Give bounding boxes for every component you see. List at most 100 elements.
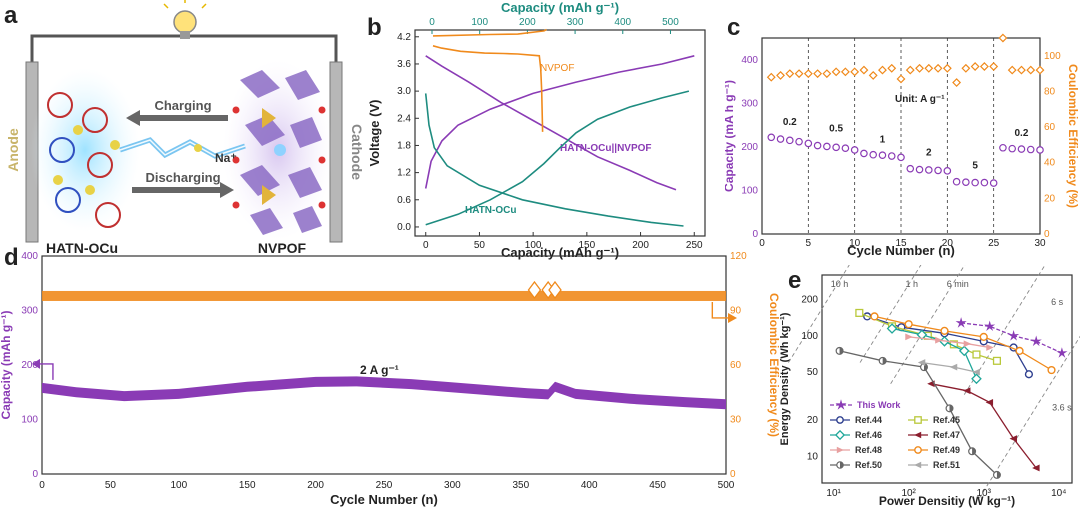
y-tick-label: 1.2 — [397, 168, 411, 179]
series-point-0 — [1056, 347, 1068, 358]
series-line-1 — [425, 55, 677, 191]
efficiency-point — [1017, 65, 1026, 75]
y-tick-label: 0.6 — [397, 195, 411, 206]
y-tick-label: 1.8 — [397, 140, 411, 151]
capacity-point — [1026, 145, 1035, 154]
series-point-3 — [971, 373, 982, 385]
series-line-5 — [432, 45, 544, 132]
y-tick-label: 3.6 — [397, 59, 411, 70]
series-line-3 — [424, 93, 684, 227]
time-line — [890, 265, 966, 385]
x2-tick-label: 0 — [429, 17, 435, 28]
time-line-label: 1 h — [906, 279, 919, 289]
series-point-6 — [1047, 365, 1056, 375]
legend-label: Ref.45 — [933, 415, 960, 425]
efficiency-point — [766, 72, 776, 82]
x-tick-label: 10³ — [977, 488, 992, 499]
time-line — [788, 265, 850, 363]
capacity-point — [786, 136, 794, 145]
y-axis-label: Capacity (mA h g⁻¹) — [725, 80, 736, 192]
y-tick-label: 200 — [801, 295, 818, 306]
efficiency-point — [961, 63, 971, 73]
hatn-ocu-structure — [47, 92, 121, 228]
y2-tick-label: 80 — [1044, 86, 1056, 97]
x-tick-label: 400 — [581, 480, 598, 491]
series-line-5 — [908, 336, 990, 349]
series-point-2 — [972, 350, 981, 359]
rate-label: 0.5 — [829, 124, 843, 135]
legend-label: Ref.50 — [855, 460, 882, 470]
rate-label: 1 — [880, 135, 886, 146]
capacity-point — [776, 135, 785, 143]
legend-marker — [914, 461, 922, 469]
panel-d: d Cycle Number (n) Capacity (mAh g⁻¹) Co… — [0, 244, 780, 509]
anode-label: Anode — [5, 128, 21, 172]
legend-label: Ref.47 — [933, 430, 960, 440]
discharging-label: Discharging — [145, 170, 220, 185]
annotation-full-cell: HATN-OCu||NVPOF — [560, 143, 652, 154]
series-point-5 — [935, 336, 943, 344]
y2-tick-label: 30 — [730, 415, 742, 426]
x-tick-label: 500 — [718, 480, 735, 491]
annotation-nvpof: NVPOF — [540, 63, 574, 74]
efficiency-arrow — [711, 301, 728, 319]
efficiency-point — [952, 78, 962, 87]
y-tick-label: 2.4 — [397, 113, 411, 124]
series-point-7-fill — [949, 404, 953, 412]
rate-label: 2 — [926, 148, 932, 159]
panel-a: a — [0, 0, 365, 260]
x-tick-label: 100 — [170, 480, 187, 491]
efficiency-point — [905, 65, 915, 75]
series-line-8 — [921, 361, 977, 373]
capacity-point — [952, 177, 961, 186]
capacity-point — [971, 178, 979, 187]
ragone-chart: Power Densitiy (W kg⁻¹) Energy Density (… — [780, 265, 1080, 508]
y-tick-label: 0 — [32, 469, 38, 480]
efficiency-point — [840, 67, 850, 77]
x-tick-label: 30 — [1034, 238, 1046, 249]
x-tick-label: 15 — [895, 238, 907, 249]
efficiency-spike — [548, 280, 562, 300]
x-tick-label: 250 — [686, 240, 703, 251]
right-material-label: NVPOF — [258, 240, 307, 256]
efficiency-point — [813, 69, 823, 79]
na-ion — [194, 144, 202, 152]
y-tick-label: 100 — [741, 185, 758, 196]
series-point-6 — [870, 312, 879, 321]
chart-b-marks: 0 50 100 150 200 250 0 100 200 300 400 500 0.0 0.6 1.2… — [397, 17, 703, 251]
left-material-label: HATN-OCu — [46, 240, 118, 256]
chart-e-marks: 10 h 1 h 6 min 6 s 3.6 s 10¹ 10² 10³ 10⁴ 10 20 50 10… — [788, 265, 1080, 499]
y2-axis-label: Coulombic Efficiency (%) — [767, 293, 780, 437]
panel-label-c: c — [727, 14, 741, 41]
unit-label: Unit: A g⁻¹ — [895, 94, 945, 105]
legend-marker — [835, 399, 847, 410]
efficiency-point — [859, 65, 869, 75]
efficiency-point — [850, 67, 860, 77]
capacity-point — [823, 142, 831, 151]
series-line-7 — [839, 350, 998, 476]
capacity-arrowhead — [32, 358, 40, 369]
y-tick-label: 200 — [741, 142, 758, 153]
efficiency-point — [776, 70, 785, 80]
rate-performance-chart: Cycle Number (n) Capacity (mA h g⁻¹) Cou… — [725, 33, 1080, 258]
y-tick-label: 100 — [21, 415, 38, 426]
y-axis-label: Capacity (mAh g⁻¹) — [0, 310, 13, 419]
efficiency-point — [878, 65, 887, 75]
y-tick-label: 0 — [752, 229, 758, 240]
efficiency-point — [1007, 65, 1017, 75]
efficiency-point — [803, 69, 813, 79]
series-line-4 — [432, 28, 547, 37]
voltage-capacity-chart: Capacity (mAh g⁻¹) Capacity (mAh g⁻¹) Vo… — [367, 0, 706, 260]
capacity-point — [795, 137, 803, 146]
y-tick-label: 300 — [741, 98, 758, 109]
y2-tick-label: 90 — [730, 306, 742, 317]
long-cycling-chart: Cycle Number (n) Capacity (mAh g⁻¹) Coul… — [0, 251, 780, 507]
rate-label: 5 — [972, 161, 978, 172]
efficiency-point — [887, 63, 897, 73]
capacity-point — [813, 141, 822, 150]
efficiency-point — [794, 69, 804, 79]
panel-b: b Capacity (mAh g⁻¹) Capacity (mAh g⁻¹) … — [365, 0, 725, 260]
legend-label: Ref.44 — [855, 415, 882, 425]
time-line — [963, 265, 1046, 395]
y2-tick-label: 0 — [730, 469, 736, 480]
